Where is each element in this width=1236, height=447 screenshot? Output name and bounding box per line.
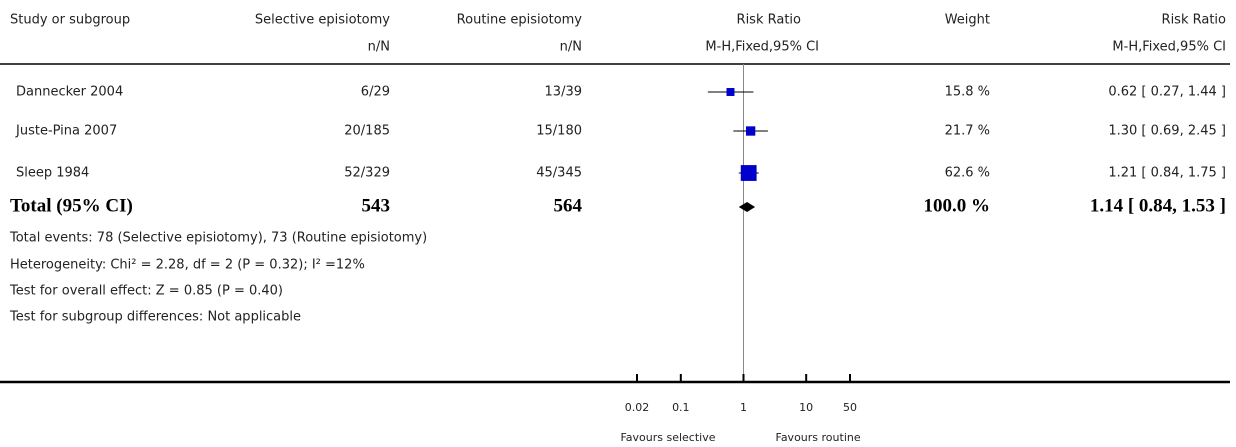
x-tick-label: 0.02 <box>625 401 650 414</box>
footnote: Heterogeneity: Chi² = 2.28, df = 2 (P = … <box>10 258 365 273</box>
total-routine: 564 <box>554 195 583 216</box>
effect-square <box>740 165 757 181</box>
risk-ratio-ci: 1.21 [ 0.84, 1.75 ] <box>1108 166 1226 181</box>
weight: 21.7 % <box>945 124 990 139</box>
effect-square <box>726 88 735 96</box>
routine-events: 13/39 <box>545 85 582 100</box>
weight: 62.6 % <box>945 166 990 181</box>
total-diamond <box>738 202 756 212</box>
column-header: Weight <box>945 13 990 28</box>
x-tick-label: 0.1 <box>672 401 690 414</box>
x-tick-label: 50 <box>843 401 857 414</box>
study-name: Sleep 1984 <box>16 166 89 181</box>
study-name: Dannecker 2004 <box>16 85 123 100</box>
column-header: Study or subgroup <box>10 13 130 28</box>
favours-left: Favours selective <box>620 431 715 444</box>
column-subheader: n/N <box>368 40 390 55</box>
effect-square <box>745 126 756 136</box>
favours-right: Favours routine <box>776 431 861 444</box>
weight: 15.8 % <box>945 85 990 100</box>
routine-events: 45/345 <box>536 166 582 181</box>
total-name: Total (95% CI) <box>10 195 133 216</box>
total-risk-ratio-ci: 1.14 [ 0.84, 1.53 ] <box>1090 195 1226 216</box>
total-selective: 543 <box>362 195 391 216</box>
column-header: Routine episiotomy <box>457 13 583 28</box>
routine-events: 15/180 <box>536 124 582 139</box>
selective-events: 6/29 <box>361 85 390 100</box>
study-name: Juste-Pina 2007 <box>15 124 117 139</box>
column-subheader: M-H,Fixed,95% CI <box>705 40 819 55</box>
column-header: Risk Ratio <box>737 13 802 28</box>
x-tick-label: 10 <box>799 401 813 414</box>
selective-events: 52/329 <box>344 166 390 181</box>
footnote: Test for overall effect: Z = 0.85 (P = 0… <box>9 284 283 299</box>
footnote: Test for subgroup differences: Not appli… <box>9 310 301 325</box>
selective-events: 20/185 <box>344 124 390 139</box>
risk-ratio-ci: 1.30 [ 0.69, 2.45 ] <box>1108 124 1226 139</box>
total-weight: 100.0 % <box>924 195 991 216</box>
footnote: Total events: 78 (Selective episiotomy),… <box>9 231 427 246</box>
x-tick-label: 1 <box>740 401 747 414</box>
column-header: Selective episiotomy <box>255 13 390 28</box>
risk-ratio-ci: 0.62 [ 0.27, 1.44 ] <box>1108 85 1226 100</box>
column-subheader: n/N <box>560 40 582 55</box>
column-subheader: M-H,Fixed,95% CI <box>1112 40 1226 55</box>
column-header: Risk Ratio <box>1162 13 1227 28</box>
